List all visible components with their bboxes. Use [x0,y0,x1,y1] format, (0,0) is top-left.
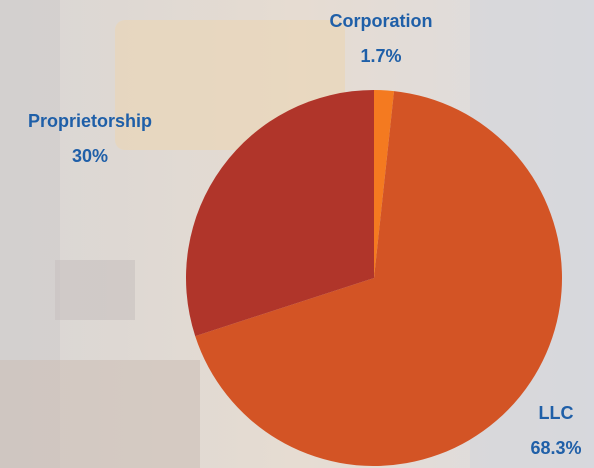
slice-label: Corporation [330,11,433,31]
slice-label: Proprietorship [28,111,152,131]
slice-value-label: 1.7% [360,46,401,66]
pie-slice [195,91,563,467]
pie-slice [186,90,374,337]
slice-label: LLC [539,403,574,423]
slice-value-label: 30% [72,146,108,166]
slice-value-label: 68.3% [530,438,581,458]
pie-slice [374,90,395,278]
